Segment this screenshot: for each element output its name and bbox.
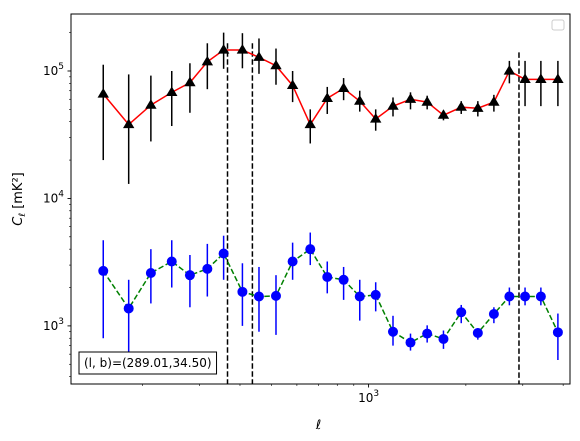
- annotation-text: (l, b)=(289.01,34.50): [84, 356, 212, 370]
- series-1-point: [236, 44, 249, 54]
- series-2-point: [253, 291, 264, 302]
- series-2-point: [535, 291, 546, 302]
- series-2-point: [287, 256, 298, 267]
- series-1-point: [519, 73, 531, 83]
- y-axis-label: Cℓ [mK²]: [11, 172, 28, 225]
- x-axis-ticks: 103: [142, 384, 564, 405]
- series-2-point: [472, 327, 483, 338]
- series-2-point: [354, 291, 365, 302]
- series-1-point: [370, 113, 382, 123]
- series-1-point: [437, 109, 450, 119]
- series-2-point: [438, 333, 449, 344]
- series-1-point: [286, 79, 299, 90]
- series-1-point: [503, 64, 516, 75]
- series-2-point: [456, 307, 467, 318]
- series-2-point: [305, 244, 316, 255]
- series-1-point: [304, 118, 316, 129]
- series-2-point: [166, 256, 177, 267]
- series-1-point: [552, 73, 564, 83]
- vertical-dashed-lines: [226, 43, 520, 384]
- annotation-box: [78, 351, 218, 375]
- series-1-point: [387, 100, 399, 110]
- plot-frame: [70, 13, 571, 385]
- series-1-point: [145, 99, 157, 109]
- series-2-point: [520, 291, 531, 302]
- y-tick-label: 105: [43, 62, 64, 78]
- series-2-point: [218, 248, 229, 259]
- series-1-point: [201, 55, 214, 66]
- series-2-point: [422, 328, 433, 339]
- series-1-point: [321, 92, 333, 102]
- series-1-point: [354, 95, 366, 105]
- series-2-point: [338, 274, 349, 285]
- series-1-point: [404, 93, 417, 103]
- series-2-point: [504, 291, 515, 302]
- series-2-point: [145, 268, 156, 279]
- y-tick-label: 103: [43, 317, 64, 333]
- series-1-point: [217, 44, 230, 54]
- series-2-point: [405, 337, 416, 348]
- series-1-point: [472, 102, 484, 112]
- x-tick-label: 103: [358, 389, 379, 405]
- series-1-point: [97, 87, 109, 98]
- series-1-point: [184, 76, 196, 87]
- error-bars: [102, 32, 559, 371]
- series-2-point: [488, 308, 499, 319]
- coordinates-annotation: (l, b)=(289.01,34.50): [78, 351, 218, 375]
- legend-box: [551, 19, 565, 31]
- series-markers: [97, 44, 564, 348]
- series-1-point: [166, 86, 178, 96]
- series-2-point: [123, 303, 134, 314]
- series-2-point: [184, 270, 195, 281]
- x-axis-label: ℓ: [315, 418, 321, 433]
- series-1-point: [122, 118, 135, 129]
- series-2-point: [387, 326, 398, 337]
- y-tick-label: 104: [43, 189, 64, 205]
- series-2-point: [237, 286, 248, 297]
- series-1-point: [488, 96, 500, 106]
- series-2-point: [552, 327, 563, 338]
- series-1-point: [270, 59, 282, 70]
- axis-labels: ℓ Cℓ [mK²]: [11, 172, 321, 433]
- series-2-point: [322, 271, 333, 282]
- series-1-point: [455, 101, 467, 111]
- series-2-point: [270, 290, 281, 301]
- series-1-point: [535, 73, 547, 83]
- series-1-point: [421, 96, 433, 106]
- series-1-point: [337, 82, 350, 93]
- legend: [551, 19, 565, 31]
- series-2-point: [370, 289, 381, 300]
- series-2-point: [98, 265, 109, 276]
- series-1-point: [253, 51, 265, 61]
- y-axis-ticks: 103 104 105: [43, 32, 71, 377]
- series-2-point: [202, 263, 213, 274]
